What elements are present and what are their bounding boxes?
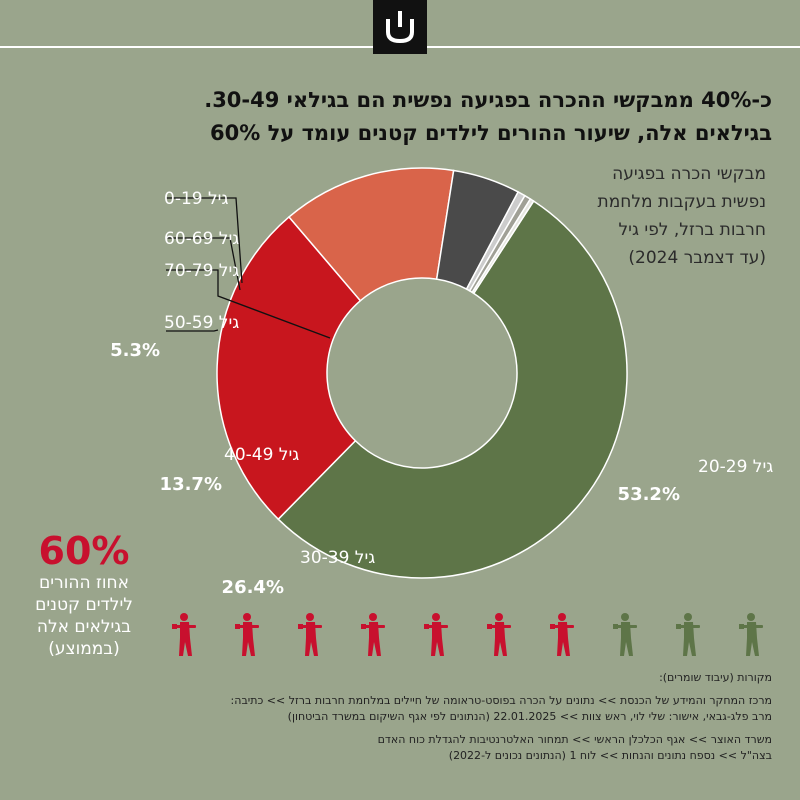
title-line-2: בגילאים אלה, שיעור ההורים לילדים קטנים ע… xyxy=(210,121,772,145)
sources: מקורות (עיבוד שומרים): מרכז המחקר והמידע… xyxy=(132,670,772,771)
value-age-20-29: 53.2% xyxy=(618,484,680,505)
sources-header: מקורות (עיבוד שומרים): xyxy=(659,671,772,684)
label-age-30-39: גיל 30-39 xyxy=(300,548,375,568)
value-age-50-59: 5.3% xyxy=(110,340,160,361)
subtitle-line: נפשית בעקבות מלחמת xyxy=(597,192,766,212)
source-2: משרד האוצר >> אגף הכלכלן הראשי >> תמחור … xyxy=(132,732,772,764)
chart-subtitle: מבקשי הכרה בפגיעה נפשית בעקבות מלחמת חרב… xyxy=(526,160,766,272)
soldier-icon xyxy=(298,613,322,656)
source-1: מרכז המחקר והמידע של הכנסת >> נתונים על … xyxy=(132,693,772,725)
soldier-icon xyxy=(676,613,700,656)
soldier-icon xyxy=(424,613,448,656)
soldier-figures xyxy=(172,613,763,656)
soldier-icon xyxy=(739,613,763,656)
source-2-line-1: משרד האוצר >> אגף הכלכלן הראשי >> תמחור … xyxy=(377,733,772,746)
label-age-50-59: גיל 50-59 xyxy=(164,313,239,333)
label-age-70-79: גיל 70-79 xyxy=(164,261,239,281)
source-1-line-2: מרב פלג-גבאי, אישור: שלי לוי, ראש צוות >… xyxy=(287,710,772,723)
soldier-icon xyxy=(361,613,385,656)
value-age-40-49: 13.7% xyxy=(160,474,222,495)
value-age-30-39: 26.4% xyxy=(222,577,284,598)
stat-line: (בממוצע) xyxy=(48,639,120,659)
stat-line: בגילאים אלה xyxy=(36,617,132,637)
subtitle-line: מבקשי הכרה בפגיעה xyxy=(612,164,766,184)
soldier-icon xyxy=(613,613,637,656)
pie-slice xyxy=(471,197,535,295)
label-age-40-49: גיל 40-49 xyxy=(224,445,299,465)
label-age-0-19: גיל 0-19 xyxy=(164,189,228,209)
soldier-icon xyxy=(487,613,511,656)
subtitle-line: חרבות ברזל, לפי גיל xyxy=(618,220,766,240)
brand-logo-icon xyxy=(373,0,427,54)
soldier-icon xyxy=(550,613,574,656)
parents-stat-text: אחוז ההורים לילדים קטנים בגילאים אלה (במ… xyxy=(10,572,158,660)
parents-stat: 60% אחוז ההורים לילדים קטנים בגילאים אלה… xyxy=(10,530,158,660)
title-line-1: כ-40% ממבקשי ההכרה בפגיעה נפשית הם בגילא… xyxy=(204,88,772,112)
label-age-60-69: גיל 60-69 xyxy=(164,229,239,249)
soldier-icon xyxy=(235,613,259,656)
soldier-icon xyxy=(172,613,196,656)
subtitle-line: (עד דצמבר 2024) xyxy=(628,248,766,268)
pie-slice xyxy=(216,215,362,521)
leader-lines xyxy=(166,197,331,339)
pie-slice xyxy=(277,200,628,579)
parents-stat-value: 60% xyxy=(38,529,130,573)
stat-line: אחוז ההורים xyxy=(39,573,129,593)
source-2-line-2: בצה"ל >> נספח נתונים והנחות >> לוח 1 (הנ… xyxy=(448,749,772,762)
chart-title: כ-40% ממבקשי ההכרה בפגיעה נפשית הם בגילא… xyxy=(32,84,772,150)
chart-slices xyxy=(216,167,628,579)
source-1-line-1: מרכז המחקר והמידע של הכנסת >> נתונים על … xyxy=(230,694,772,707)
label-age-20-29: גיל 20-29 xyxy=(698,457,773,477)
stat-line: לילדים קטנים xyxy=(35,595,133,615)
